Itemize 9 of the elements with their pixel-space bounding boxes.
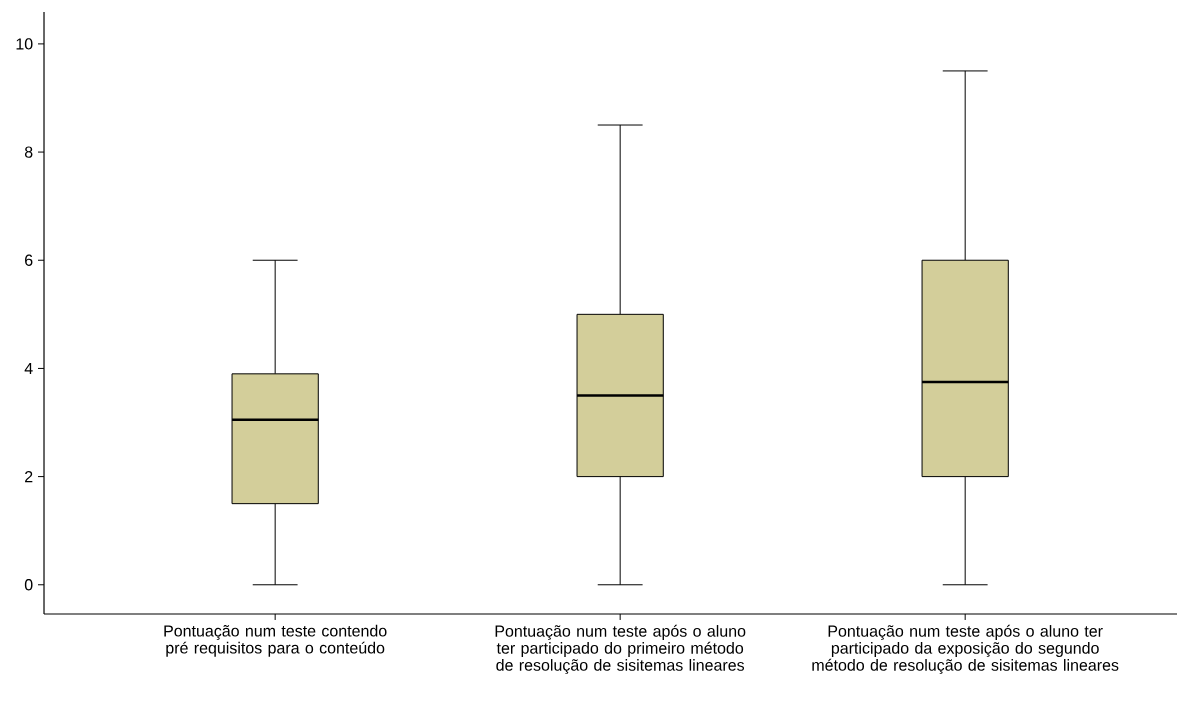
y-tick-label: 0 <box>24 579 33 591</box>
x-tick-label: Pontuação num teste após o aluno ter participado do primeiro método de resolução de sisitemas lineares <box>495 624 746 675</box>
y-tick-label: 6 <box>25 254 33 266</box>
y-tick-label: 10 <box>16 38 33 50</box>
y-tick-label: 2 <box>25 471 33 483</box>
y-tick-label: 4 <box>24 362 33 374</box>
x-tick-label: Pontuação num teste contendo pré requisitos para o conteúdo <box>164 624 387 657</box>
y-tick-label: 8 <box>24 146 33 158</box>
x-tick-label: Pontuação num teste após o aluno ter participado da exposição do segundo método de resolução de sisitemas lineares <box>812 624 1119 675</box>
